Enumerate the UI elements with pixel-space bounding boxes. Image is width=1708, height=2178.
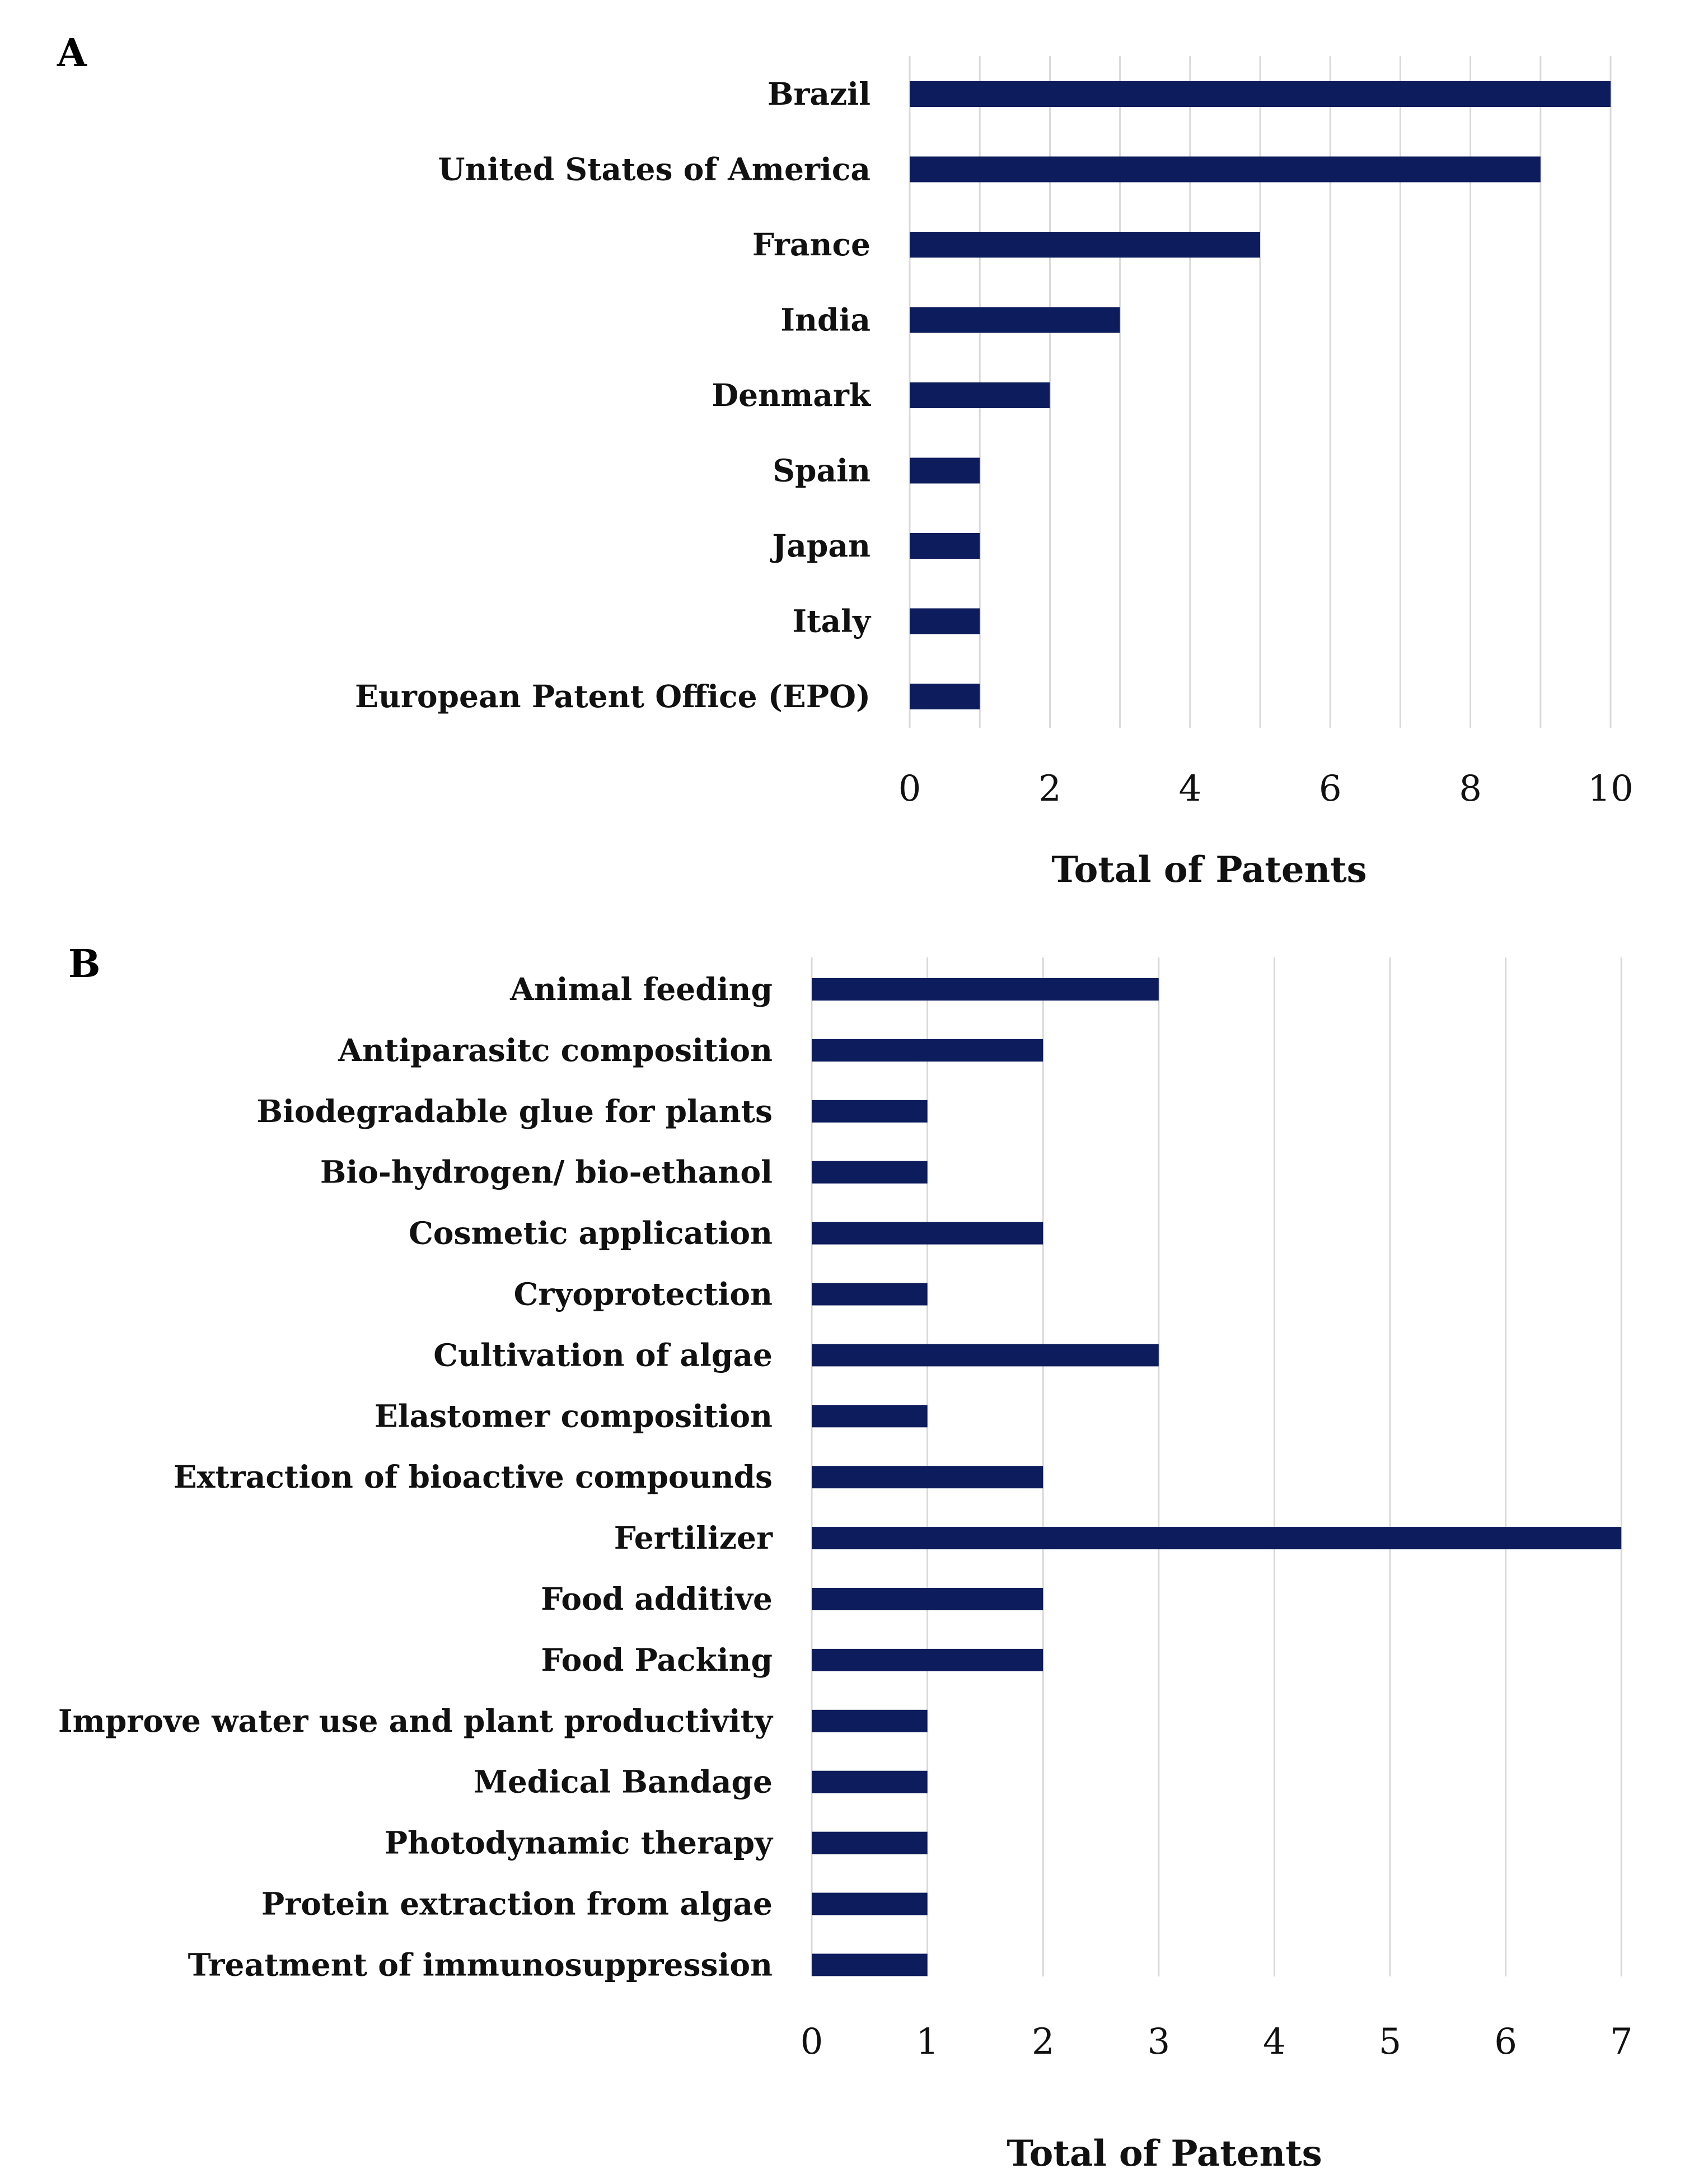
- x-tick-label: 8: [1459, 768, 1482, 810]
- category-label-animal-feeding: Animal feeding: [509, 971, 773, 1007]
- x-tick-label: 2: [1038, 768, 1061, 810]
- category-label-cryoprotection: Cryoprotection: [514, 1276, 773, 1312]
- category-label-protein-extraction-from-algae: Protein extraction from algae: [261, 1886, 773, 1922]
- bar-elastomer-composition: [812, 1405, 928, 1428]
- category-label-improve-water-use-and-plant-productivity: Improve water use and plant productivity: [58, 1703, 774, 1739]
- category-label-cosmetic-application: Cosmetic application: [409, 1215, 773, 1251]
- panel-b-bars: [812, 978, 1622, 1976]
- x-tick-label: 4: [1178, 768, 1201, 810]
- panel-a-x-ticks: 0 2 4 6 8 10: [899, 768, 1634, 810]
- bar-photodynamic-therapy: [812, 1831, 928, 1854]
- x-tick-label: 3: [1147, 2021, 1170, 2063]
- bar-india: [910, 307, 1120, 333]
- category-label-treatment-of-immunosuppression: Treatment of immunosuppression: [188, 1946, 773, 1983]
- category-label-antiparasitc-composition: Antiparasitc composition: [338, 1032, 773, 1068]
- category-label-food-additive: Food additive: [541, 1581, 773, 1617]
- category-label-cultivation-of-algae: Cultivation of algae: [433, 1336, 773, 1373]
- bar-improve-water-use-and-plant-productivity: [812, 1709, 928, 1732]
- category-label-united-states-of-america: United States of America: [438, 151, 871, 188]
- x-tick-label: 10: [1588, 768, 1633, 810]
- x-tick-label: 0: [899, 768, 921, 810]
- category-label-extraction-of-bioactive-compounds: Extraction of bioactive compounds: [174, 1459, 773, 1495]
- bar-italy: [910, 608, 980, 634]
- category-label-elastomer-composition: Elastomer composition: [375, 1398, 773, 1434]
- x-tick-label: 4: [1263, 2021, 1286, 2063]
- bar-japan: [910, 533, 980, 559]
- category-label-france: France: [752, 226, 871, 263]
- bar-bio-hydrogen-bio-ethanol: [812, 1161, 928, 1184]
- panel-a-bars: [910, 81, 1611, 709]
- x-tick-label: 6: [1319, 768, 1342, 810]
- panel-b-chart: B Animal feeding Antiparasitc composition…: [58, 942, 1633, 2175]
- category-label-japan: Japan: [769, 527, 871, 564]
- x-tick-label: 0: [801, 2021, 823, 2063]
- bar-spain: [910, 457, 980, 484]
- category-label-italy: Italy: [792, 603, 872, 639]
- category-label-denmark: Denmark: [712, 377, 871, 413]
- category-label-bio-hydrogen-bio-ethanol: Bio-hydrogen/ bio-ethanol: [320, 1154, 773, 1190]
- x-tick-label: 7: [1610, 2021, 1633, 2063]
- x-tick-label: 1: [916, 2021, 939, 2063]
- category-label-biodegradable-glue-for-plants: Biodegradable glue for plants: [257, 1093, 773, 1129]
- panel-a-x-axis-title: Total of Patents: [1051, 849, 1367, 891]
- bar-antiparasitc-composition: [812, 1039, 1043, 1062]
- panel-b-x-axis-title: Total of Patents: [1007, 2133, 1322, 2175]
- panel-a-category-labels: Brazil United States of America France Indi…: [355, 76, 872, 714]
- bar-fertilizer: [812, 1527, 1622, 1550]
- bar-medical-bandage: [812, 1770, 928, 1793]
- bar-treatment-of-immunosuppression: [812, 1953, 928, 1976]
- bar-cryoprotection: [812, 1283, 928, 1306]
- bar-food-additive: [812, 1588, 1043, 1610]
- panel-a-chart: A Brazil United States of America France In…: [57, 31, 1634, 891]
- x-tick-label: 5: [1379, 2021, 1402, 2063]
- category-label-fertilizer: Fertilizer: [614, 1520, 773, 1556]
- panel-b-category-labels: Animal feeding Antiparasitc composition Bi…: [58, 971, 774, 1983]
- x-tick-label: 6: [1494, 2021, 1517, 2063]
- bar-cosmetic-application: [812, 1222, 1043, 1245]
- bar-european-patent-office-epo: [910, 684, 980, 709]
- bar-denmark: [910, 382, 1050, 408]
- category-label-india: India: [780, 302, 871, 338]
- bar-protein-extraction-from-algae: [812, 1892, 928, 1915]
- category-label-brazil: Brazil: [768, 76, 871, 112]
- bar-extraction-of-bioactive-compounds: [812, 1466, 1043, 1489]
- bar-united-states-of-america: [910, 156, 1541, 183]
- panel-b-letter: B: [68, 942, 100, 987]
- bar-animal-feeding: [812, 978, 1159, 1001]
- bar-food-packing: [812, 1648, 1043, 1671]
- panel-a-letter: A: [57, 31, 87, 76]
- x-tick-label: 2: [1032, 2021, 1055, 2063]
- bar-biodegradable-glue-for-plants: [812, 1100, 928, 1123]
- category-label-spain: Spain: [773, 452, 871, 489]
- category-label-food-packing: Food Packing: [541, 1642, 773, 1678]
- bar-cultivation-of-algae: [812, 1344, 1159, 1367]
- category-label-european-patent-office-epo: European Patent Office (EPO): [355, 678, 871, 714]
- category-label-medical-bandage: Medical Bandage: [474, 1764, 773, 1800]
- category-label-photodynamic-therapy: Photodynamic therapy: [385, 1825, 774, 1861]
- bar-brazil: [910, 81, 1611, 107]
- bar-france: [910, 232, 1260, 258]
- panel-b-x-ticks: 0 1 2 3 4 5 6 7: [801, 2021, 1633, 2063]
